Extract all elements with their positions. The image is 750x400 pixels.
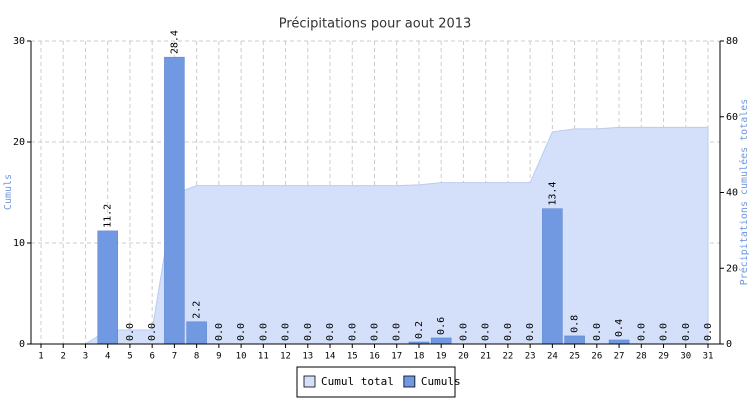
value-label: 0.0 [525,323,536,341]
value-label: 28.4 [169,30,180,54]
value-label: 0.0 [303,323,314,341]
x-tick-label: 30 [680,352,691,362]
x-tick-label: 1 [38,352,43,362]
x-tick-label: 25 [569,352,580,362]
x-tick-label: 12 [280,352,291,362]
legend-swatch [303,375,316,388]
value-label: 0.0 [681,323,692,341]
x-tick-label: 31 [703,352,714,362]
x-tick-label: 3 [83,352,88,362]
x-tick-label: 29 [658,352,669,362]
y-tick-label: 20 [13,137,25,148]
x-tick-label: 16 [369,352,380,362]
x-tick-label: 21 [480,352,491,362]
x-tick-label: 19 [436,352,447,362]
bar [542,208,563,345]
value-label: 0.0 [458,323,469,341]
x-tick-label: 2 [61,352,66,362]
x-tick-label: 9 [216,352,221,362]
y2-axis-label: Précipitations cumulées totales [738,99,750,286]
y2-tick-label: 60 [726,112,738,123]
legend-swatch [403,375,416,388]
x-tick-label: 7 [172,352,177,362]
value-label: 13.4 [547,182,558,206]
x-tick-label: 18 [414,352,425,362]
x-tick-label: 15 [347,352,358,362]
x-tick-label: 8 [194,352,199,362]
legend-label: Cumuls [421,375,461,388]
x-tick-label: 27 [614,352,625,362]
value-label: 0.0 [147,323,158,341]
y2-tick-label: 0 [726,339,732,350]
x-tick-label: 28 [636,352,647,362]
value-label: 0.8 [570,315,581,333]
x-tick-label: 14 [325,352,336,362]
value-label: 0.0 [214,323,225,341]
x-tick-label: 24 [547,352,558,362]
value-label: 0.0 [370,323,381,341]
bar [608,339,630,345]
bar [164,56,185,345]
x-tick-label: 5 [127,352,132,362]
value-label: 0.0 [325,323,336,341]
x-tick-label: 26 [591,352,602,362]
chart-title: Précipitations pour aout 2013 [279,17,472,32]
bar [97,230,118,345]
value-label: 0.0 [125,323,136,341]
x-tick-label: 22 [502,352,513,362]
legend-label: Cumul total [321,375,394,388]
value-label: 0.0 [258,323,269,341]
y-tick-label: 30 [13,36,25,47]
x-tick-label: 13 [302,352,313,362]
x-tick-label: 23 [525,352,536,362]
x-tick-label: 11 [258,352,269,362]
value-label: 0.0 [503,323,514,341]
x-tick-label: 20 [458,352,469,362]
value-label: 0.6 [436,317,447,335]
x-tick-label: 4 [105,352,110,362]
x-tick-label: 6 [149,352,154,362]
bar [430,337,452,345]
value-label: 0.0 [636,323,647,341]
x-tick-label: 10 [236,352,247,362]
value-label: 0.4 [614,319,625,337]
y2-tick-label: 20 [726,263,738,274]
legend-box [296,366,456,398]
value-label: 0.0 [347,323,358,341]
value-label: 0.0 [281,323,292,341]
y-tick-label: 10 [13,238,25,249]
value-label: 0.0 [703,323,714,341]
y-tick-label: 0 [19,339,25,350]
value-label: 0.2 [414,321,425,339]
bar [186,321,207,345]
value-label: 0.0 [592,323,603,341]
bar [564,335,585,345]
y-axis-label: Cumuls [3,174,14,210]
y2-tick-label: 80 [726,36,738,47]
value-label: 0.0 [659,323,670,341]
y2-tick-label: 40 [726,188,738,199]
x-tick-label: 17 [391,352,402,362]
value-label: 0.0 [236,323,247,341]
value-label: 11.2 [103,204,114,228]
value-label: 0.0 [392,323,403,341]
value-label: 2.2 [192,301,203,319]
value-label: 0.0 [481,323,492,341]
